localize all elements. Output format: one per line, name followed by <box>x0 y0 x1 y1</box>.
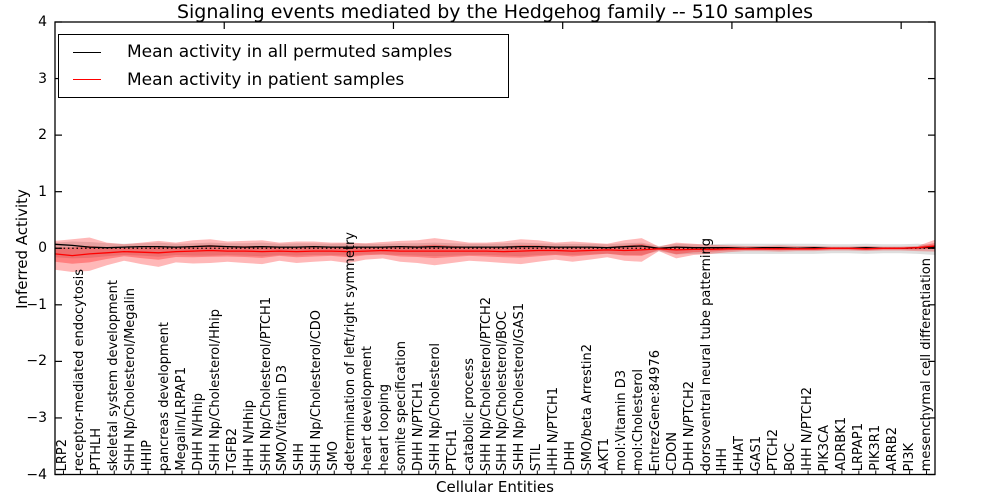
x-axis-label: Cellular Entities <box>436 478 554 496</box>
x-tick-label: SHH Np/Cholesterol/CDO <box>309 309 325 471</box>
chart-title: Signaling events mediated by the Hedgeho… <box>176 1 814 23</box>
x-tick-label: SHH <box>292 443 308 471</box>
x-tick-label: SHH Np/Cholesterol/PTCH2 <box>478 296 494 471</box>
x-tick-label: heart development <box>360 346 376 471</box>
x-tick-label: ADRBK1 <box>833 417 849 471</box>
y-tick-label: −1 <box>26 296 47 313</box>
x-tick-label: PIK3R1 <box>867 425 883 471</box>
x-tick-label: PTCH1 <box>444 428 460 471</box>
x-tick-label: SMO/beta Arrestin2 <box>580 344 596 471</box>
x-tick-label: PI3K <box>901 442 917 471</box>
patient-mean-line-sample-icon <box>73 79 101 81</box>
permuted-mean-line-sample-icon <box>73 51 101 53</box>
y-tick-label: −3 <box>26 409 47 426</box>
x-tick-label: ARRB2 <box>884 426 900 471</box>
y-tick-label: 3 <box>38 70 47 87</box>
x-tick-label: IHH N/Hhip <box>241 399 257 472</box>
y-tick-label: 4 <box>38 14 47 30</box>
x-tick-label: dorsoventral neural tube patterning <box>698 237 714 471</box>
y-tick-label: 0 <box>38 240 47 257</box>
x-tick-label: SHH Np/Cholesterol/Hhip <box>207 309 223 471</box>
x-tick-label: skeletal system development <box>106 279 122 471</box>
y-tick-label: 2 <box>38 127 47 144</box>
x-tick-label: DHH N/Hhip <box>190 393 206 471</box>
y-tick-label: −4 <box>26 466 47 483</box>
x-tick-label: Megalin/LRPAP1 <box>173 367 189 471</box>
x-tick-label: SHH Np/Cholesterol <box>427 343 443 471</box>
x-tick-label: TGFB2 <box>224 428 240 471</box>
x-tick-label: SHH Np/Cholesterol/Megalin <box>123 288 139 471</box>
x-tick-label: HHIP <box>140 439 156 471</box>
x-tick-label: AKT1 <box>597 438 612 471</box>
x-tick-label: IHH N/PTCH1 <box>546 387 562 471</box>
y-tick-label: 1 <box>38 183 47 200</box>
x-tick-label: DHH <box>563 441 579 471</box>
x-tick-label: SMO/Vitamin D3 <box>275 364 291 471</box>
x-tick-label: SHH Np/Cholesterol/BOC <box>495 310 511 471</box>
x-tick-label: CDON <box>664 431 680 471</box>
x-tick-label: GAS1 <box>749 435 765 472</box>
x-tick-label: STIL <box>529 443 545 471</box>
x-tick-label: LRPAP1 <box>850 422 866 471</box>
x-tick-label: mol:Cholesterol <box>630 369 646 471</box>
legend-row-patient: Mean activity in patient samples <box>73 70 508 90</box>
y-tick-label: −2 <box>26 353 47 370</box>
x-tick-label: LRP2 <box>55 438 71 471</box>
x-tick-label: DHH N/PTCH1 <box>410 381 426 471</box>
patient-mean-line <box>54 245 936 257</box>
x-tick-label: SHH Np/Cholesterol/PTCH1 <box>258 296 274 471</box>
x-tick-label: DHH N/PTCH2 <box>681 381 697 471</box>
x-tick-label: BOC <box>783 443 799 471</box>
x-tick-label: PTCH2 <box>766 428 782 471</box>
x-tick-label: mol:Vitamin D3 <box>613 370 629 471</box>
permuted-std-band <box>55 241 935 259</box>
legend: Mean activity in all permuted samples Me… <box>58 34 509 98</box>
x-tick-label: catabolic process <box>461 358 477 471</box>
x-tick-label: PIK3CA <box>817 424 832 471</box>
x-tick-label: pancreas development <box>157 321 172 471</box>
x-tick-label: SHH Np/Cholesterol/GAS1 <box>512 303 528 471</box>
x-tick-label: PTHLH <box>89 428 105 471</box>
x-tick-label: somite specification <box>393 340 409 471</box>
x-tick-label: EntrezGene:84976 <box>647 349 663 471</box>
legend-row-permuted: Mean activity in all permuted samples <box>73 42 508 62</box>
x-tick-label: HHAT <box>732 435 748 471</box>
legend-label-patient: Mean activity in patient samples <box>127 69 405 90</box>
x-tick-label: IHH <box>715 447 731 471</box>
patient-std-band <box>55 237 935 272</box>
x-tick-label: determination of left/right symmetry <box>343 232 359 471</box>
x-tick-label: mesenchymal cell differentiation <box>918 257 934 471</box>
permuted-mean-line <box>54 243 936 249</box>
x-tick-label: IHH N/PTCH2 <box>800 387 816 471</box>
x-tick-label: heart looping <box>377 384 392 471</box>
x-tick-label: receptor-mediated endocytosis <box>72 268 88 471</box>
legend-label-permuted: Mean activity in all permuted samples <box>127 42 453 63</box>
x-tick-label: SMO <box>326 441 342 471</box>
